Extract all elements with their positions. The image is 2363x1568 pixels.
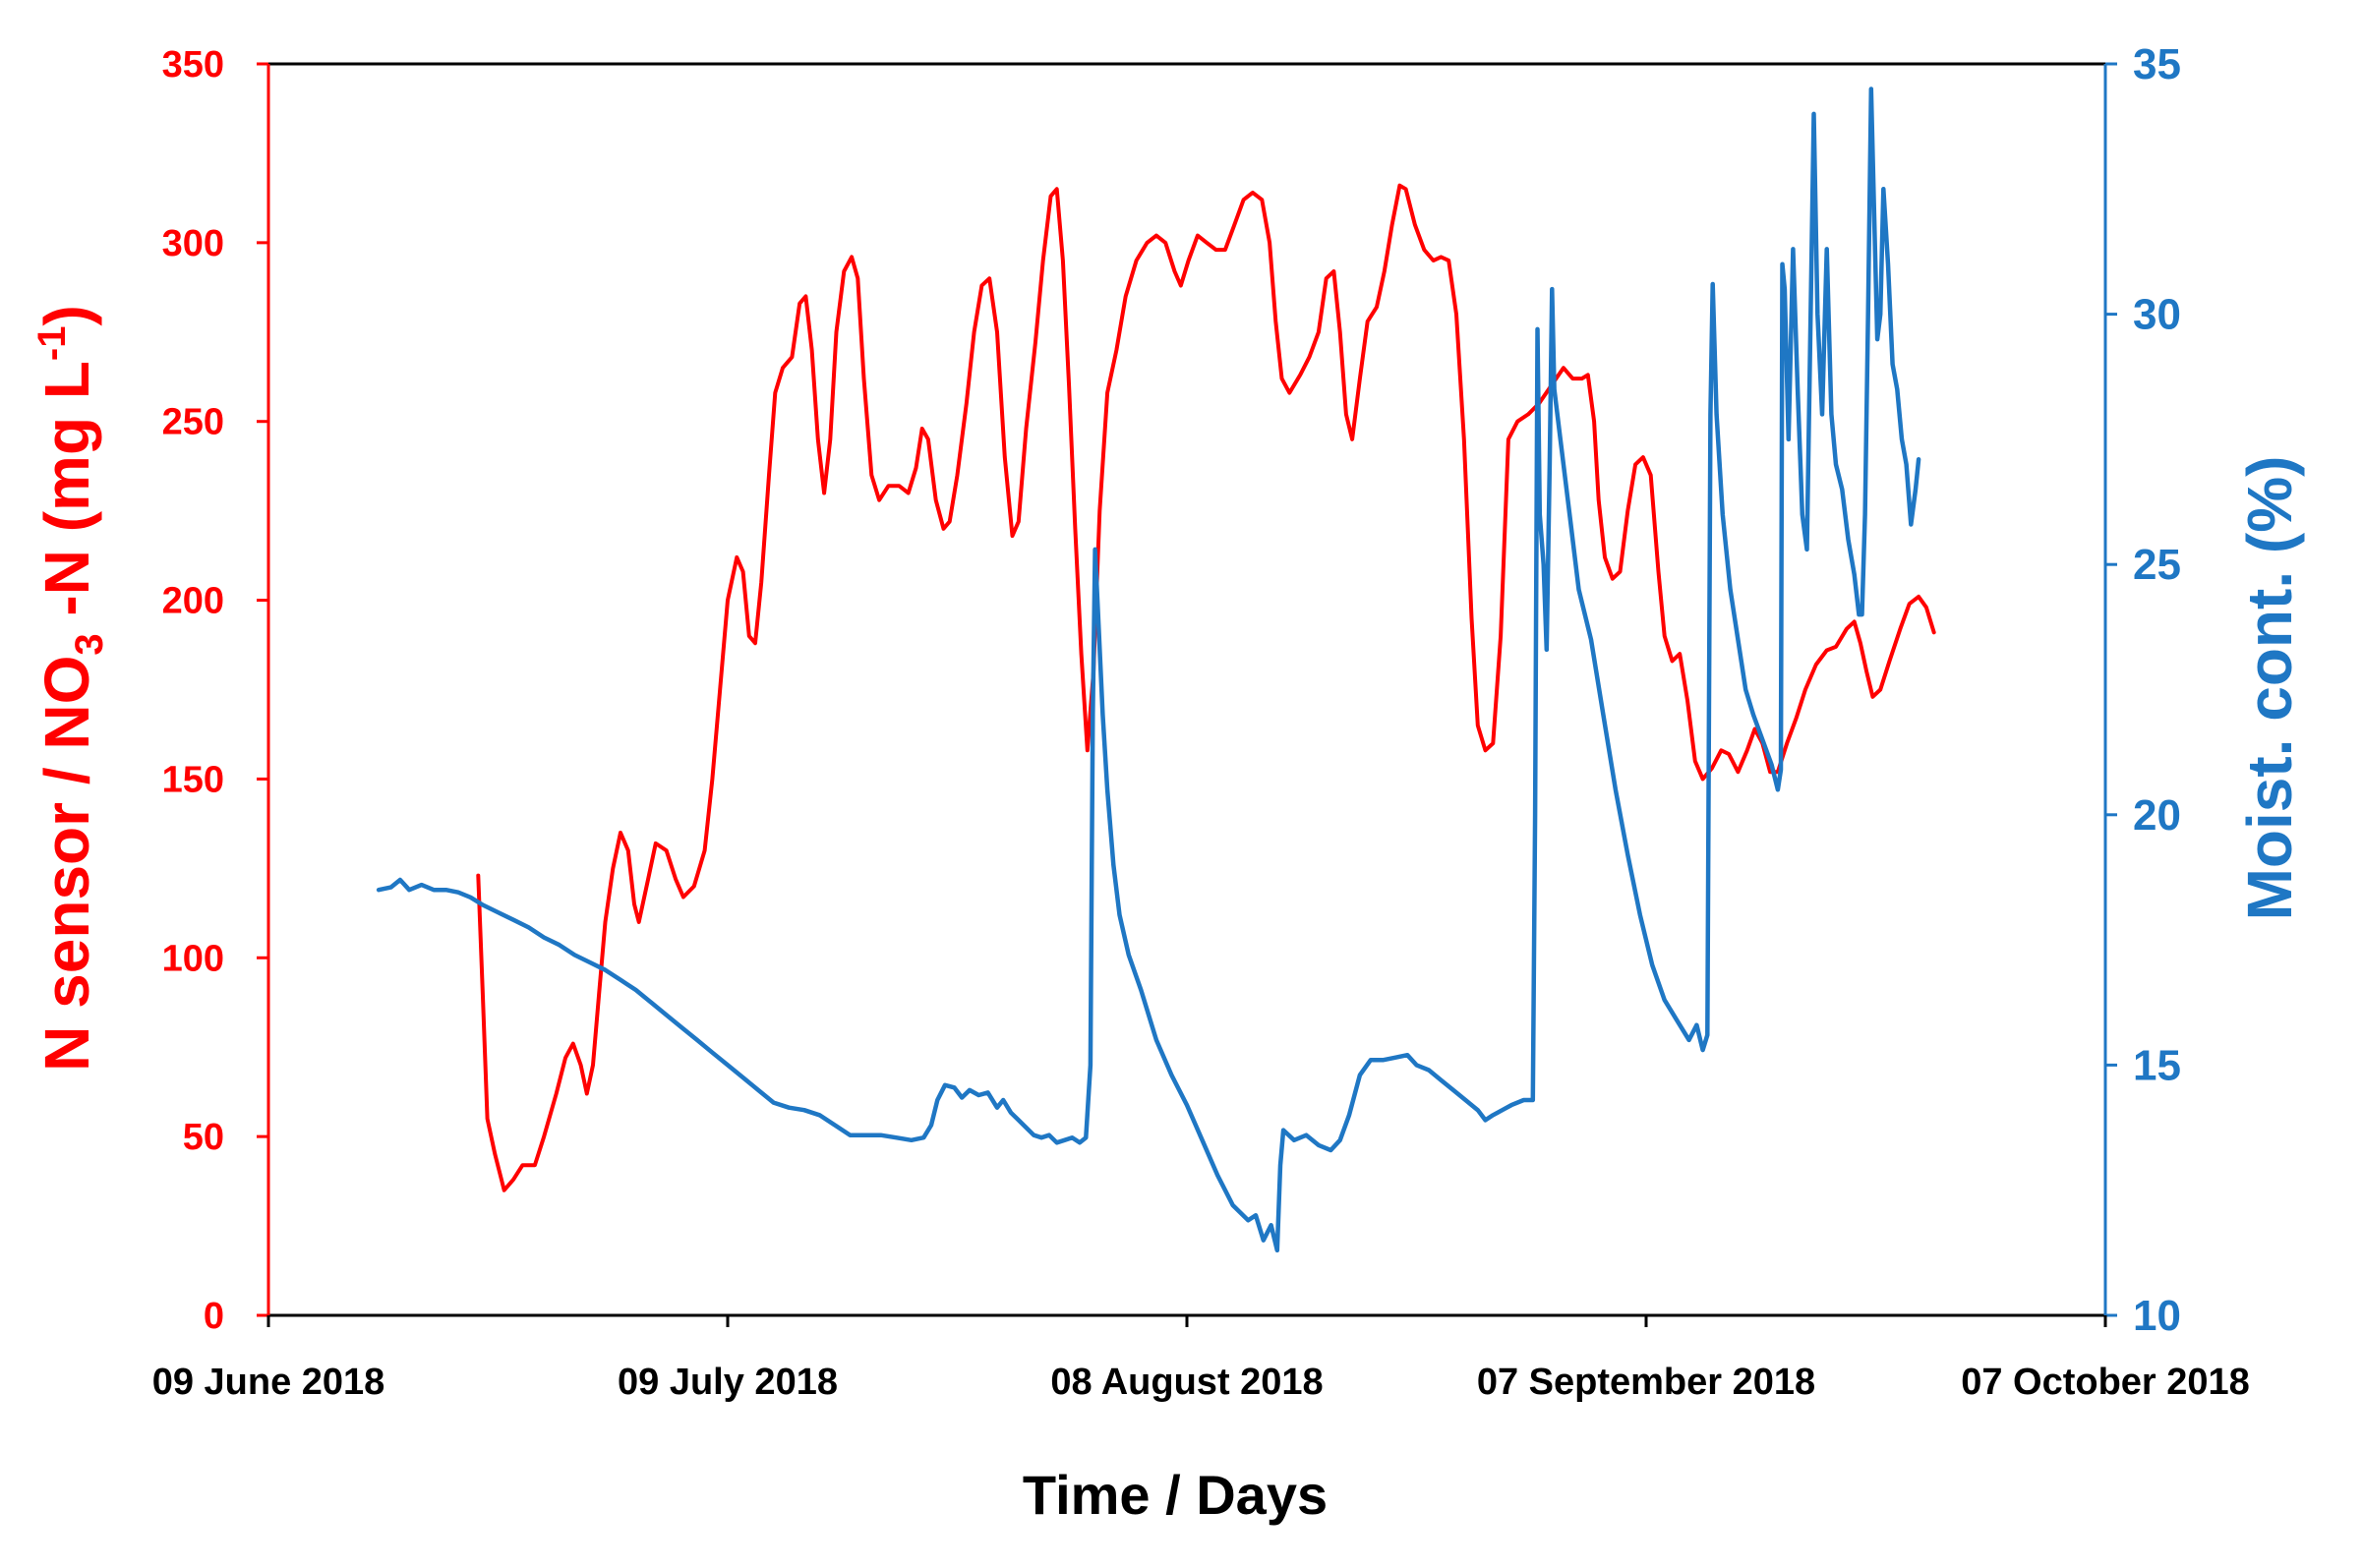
left-axis-title: N sensor / NO3 -N (mg L-1): [30, 305, 111, 1072]
moisture-series-line: [376, 87, 1921, 1253]
left-tick-label-0: 0: [204, 1296, 224, 1337]
left-tick-label-100: 100: [162, 938, 224, 979]
left-axis-title-part2: -N (mg L: [31, 361, 102, 633]
x-tick-label-1: 09 July 2018: [618, 1362, 838, 1403]
right-axis-ticks: 10 15 20 25 30 35: [2105, 40, 2181, 1340]
left-tick-label-350: 350: [162, 44, 224, 86]
left-tick-label-50: 50: [183, 1117, 224, 1158]
x-tick-label-2: 08 August 2018: [1050, 1362, 1323, 1403]
x-tick-label-3: 07 September 2018: [1477, 1362, 1815, 1403]
right-tick-label-20: 20: [2133, 791, 2181, 840]
left-axis-title-part3: ): [31, 305, 102, 325]
x-tick-label-0: 09 June 2018: [152, 1362, 385, 1403]
left-axis-ticks: 0 50 100 150 200 250 300 350: [162, 44, 268, 1337]
right-tick-label-25: 25: [2133, 541, 2181, 589]
right-axis-title: Moist. cont. (%): [2234, 456, 2305, 921]
plot-area: [266, 62, 2107, 1317]
series-layer: [376, 87, 1936, 1253]
left-tick-label-250: 250: [162, 402, 224, 443]
right-tick-label-30: 30: [2133, 291, 2181, 339]
right-tick-label-10: 10: [2133, 1292, 2181, 1340]
right-tick-label-15: 15: [2133, 1041, 2181, 1089]
left-axis-title-superscript: -1: [30, 325, 74, 361]
left-axis-title-subscript: 3: [68, 633, 111, 655]
right-tick-label-35: 35: [2133, 40, 2181, 88]
nitrate-series-line: [476, 183, 1936, 1192]
x-axis-title: Time / Days: [1023, 1464, 1328, 1526]
x-tick-label-4: 07 October 2018: [1961, 1362, 2250, 1403]
left-tick-label-150: 150: [162, 759, 224, 800]
left-tick-label-200: 200: [162, 581, 224, 622]
left-axis-title-part1: N sensor / NO: [31, 656, 102, 1072]
left-tick-label-300: 300: [162, 223, 224, 264]
x-axis-ticks: 09 June 2018 09 July 2018 08 August 2018 07…: [152, 1315, 2250, 1403]
